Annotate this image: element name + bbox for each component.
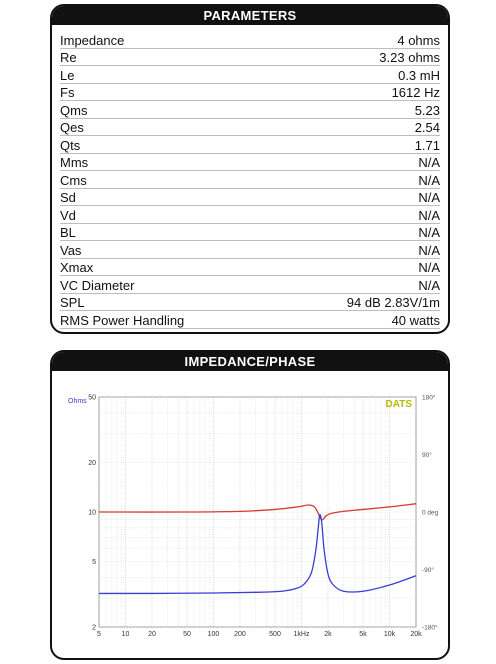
param-value: 4 ohms [397,32,440,48]
y2-tick-label: -90° [422,566,434,574]
param-name: Vas [60,242,82,258]
impedance-phase-panel: IMPEDANCE/PHASE 5 10 20 50 100 200 500 1kHz 2k 5k… [50,350,450,660]
impedance-curve [98,514,417,595]
param-row: Qts 1.71 [60,136,440,154]
param-row: Impedance 4 ohms [60,31,440,49]
param-name: Usable Frequency Range (Hz) [60,330,236,332]
y2-tick-label: 180° [422,394,436,402]
param-name: SPL [60,295,85,310]
param-name: Vd [60,207,76,223]
param-value: N/A [418,225,440,240]
param-name: Re [60,50,77,65]
y2-tick-label: 0 deg [422,510,439,517]
param-row: Usable Frequency Range (Hz) 3,000 - 20,00… [60,329,440,332]
param-name: Mms [60,155,89,170]
param-value: N/A [418,207,440,223]
x-tick-label: 500 [269,631,281,638]
x-tick-label: 1kHz [294,631,310,638]
impedance-phase-title: IMPEDANCE/PHASE [52,352,448,371]
param-row: Fs 1612 Hz [60,84,440,101]
x-tick-label: 2k [324,631,332,638]
param-name: Qes [60,120,84,135]
y-tick-label: 10 [88,510,96,517]
param-value: N/A [418,242,440,258]
parameters-table: Impedance 4 ohms Re 3.23 ohms Le 0.3 mH Fs 1612… [52,25,448,332]
left-unit-label: Ohms [68,398,87,405]
param-value: N/A [418,155,440,170]
param-value: 94 dB 2.83V/1m [346,295,440,310]
y-tick-label: 20 [88,460,96,467]
param-name: Impedance [60,32,125,48]
param-name: Sd [60,190,76,205]
y-tick-label: 50 [88,395,96,402]
param-row: Sd N/A [60,189,440,206]
param-value: 2.54 [414,120,440,135]
param-value: 3,000 - 20,000 Hz [337,330,440,332]
param-name: Qts [60,137,81,153]
param-value: 40 watts [391,312,440,328]
param-row: Mms N/A [60,154,440,171]
y-tick-label: 2 [92,625,96,632]
param-name: RMS Power Handling [60,312,185,328]
param-name: Le [60,67,75,83]
parameters-title: PARAMETERS [52,6,448,25]
param-value: N/A [418,277,440,293]
param-name: Xmax [60,260,94,275]
param-row: Vd N/A [60,206,440,224]
param-row: Cms N/A [60,171,440,189]
param-row: Vas N/A [60,241,440,259]
param-row: Le 0.3 mH [60,66,440,84]
param-row: BL N/A [60,224,440,241]
param-value: 1.71 [414,137,440,153]
x-tick-label: 200 [234,631,246,638]
x-tick-label: 10 [122,631,130,638]
y-tick-label: 5 [92,559,96,566]
param-value: N/A [418,172,440,188]
y2-tick-label: 90° [422,451,432,459]
dats-logo: DATS [386,399,413,410]
param-value: 3.23 ohms [379,50,440,65]
param-name: BL [60,225,76,240]
param-row: Xmax N/A [60,259,440,276]
param-name: Fs [60,85,75,100]
x-tick-label: 10k [384,631,396,638]
x-tick-label: 5k [359,631,367,638]
param-row: Qes 2.54 [60,119,440,136]
param-value: 5.23 [414,102,440,118]
param-row: Re 3.23 ohms [60,49,440,66]
param-row: SPL 94 dB 2.83V/1m [60,294,440,311]
x-tick-label: 20k [410,631,422,638]
x-tick-label: 50 [183,631,191,638]
param-value: 1612 Hz [391,85,440,100]
param-name: VC Diameter [60,277,135,293]
x-tick-label: 100 [208,631,220,638]
parameters-panel: PARAMETERS Impedance 4 ohms Re 3.23 ohms Le 0… [50,4,450,334]
param-row: Qms 5.23 [60,101,440,119]
y2-tick-label: -180° [422,624,438,632]
param-value: N/A [418,260,440,275]
param-row: VC Diameter N/A [60,276,440,294]
param-value: 0.3 mH [398,67,440,83]
x-tick-label: 20 [148,631,156,638]
x-tick-label: 5 [97,631,101,638]
param-name: Cms [60,172,87,188]
param-value: N/A [418,190,440,205]
param-name: Qms [60,102,88,118]
param-row: RMS Power Handling 40 watts [60,311,440,329]
